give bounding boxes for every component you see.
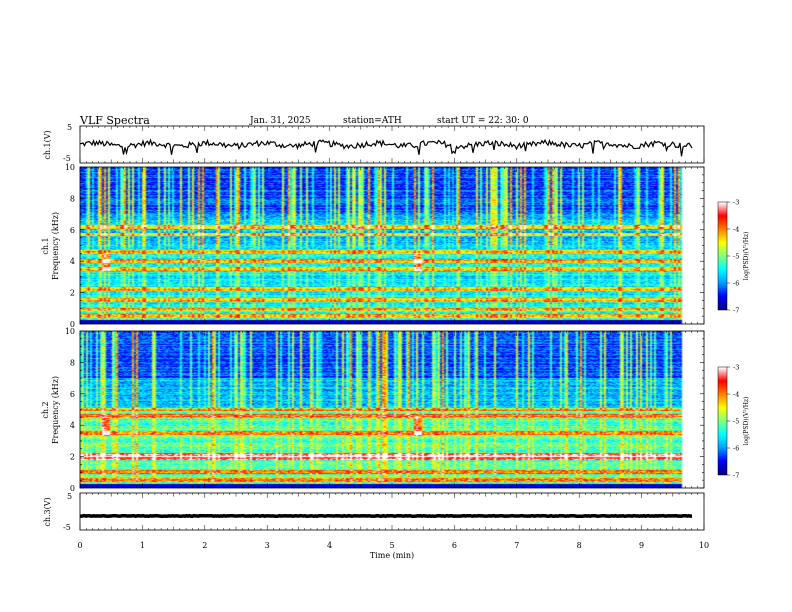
colorbar-tick-label: -7 — [733, 472, 739, 480]
ch1-ytick-bottom: -5 — [63, 154, 71, 163]
frequency-tick-label: 4 — [70, 421, 75, 430]
time-tick-label: 2 — [202, 541, 207, 550]
colorbar-tick-label: -3 — [733, 364, 739, 372]
colorbar-tick-label: -7 — [733, 307, 739, 315]
time-tick-label: 10 — [699, 541, 709, 550]
ch1-ytick-top: 5 — [67, 123, 72, 132]
ch2-colorbar-ticks: -3 -4 -5 -6 -7 — [727, 364, 739, 480]
colorbar-tick-label: -3 — [733, 199, 739, 207]
figure-title: VLF Spectra — [79, 114, 150, 127]
time-tick-label: 5 — [389, 541, 394, 550]
station-label: station=ATH — [343, 116, 402, 126]
ch3-ytick-bottom: -5 — [63, 523, 71, 532]
frequency-tick-label: 0 — [70, 320, 75, 329]
ch1-channel-label: ch.1 — [41, 237, 50, 254]
frequency-tick-label: 4 — [70, 257, 75, 266]
frequency-tick-label: 6 — [70, 226, 75, 235]
ch1-waveform-line — [79, 138, 693, 157]
colorbar-tick-label: -5 — [733, 418, 739, 426]
colorbar-tick-label: -4 — [733, 391, 739, 399]
time-tick-label: 3 — [265, 541, 270, 550]
frequency-tick-label: 0 — [70, 484, 75, 493]
frequency-tick-label: 2 — [70, 289, 75, 298]
time-tick-label: 9 — [639, 541, 644, 550]
time-tick-label: 6 — [452, 541, 457, 550]
colorbar-tick-label: -4 — [733, 226, 739, 234]
ch1-frequency-ticks: 0 2 4 6 8 10 — [65, 163, 704, 329]
ch2-frequency-axis-label: Frequency (kHz) — [51, 376, 60, 444]
colorbar-tick-label: -6 — [733, 445, 739, 453]
ch3-ytick-top: 5 — [67, 492, 72, 501]
frequency-tick-label: 2 — [70, 453, 75, 462]
frequency-tick-label: 8 — [70, 194, 75, 203]
time-tick-label: 0 — [77, 541, 82, 550]
time-tick-label: 1 — [140, 541, 145, 550]
start-time-label: start UT = 22: 30: 0 — [437, 116, 529, 126]
frequency-tick-label: 6 — [70, 390, 75, 399]
ch1-spectrogram-image — [80, 167, 692, 324]
ch2-spectrogram-image — [80, 331, 692, 488]
ch3-y-axis-label: ch.3(V) — [43, 497, 52, 526]
frequency-tick-label: 8 — [70, 358, 75, 367]
ch1-y-axis-label: ch.1(V) — [43, 130, 52, 159]
ch1-waveform-panel: 5 -5 ch.1(V) — [43, 123, 705, 164]
frequency-tick-label: 10 — [65, 327, 75, 336]
time-axis-label: Time (min) — [370, 551, 414, 560]
time-tick-label: 8 — [577, 541, 582, 550]
ch2-colorbar — [718, 367, 727, 475]
ch1-colorbar — [718, 202, 727, 310]
ch3-waveform-frame — [79, 492, 705, 531]
ch1-colorbar-ticks: -3 -4 -5 -6 -7 — [727, 199, 739, 315]
ch1-frequency-axis-label: Frequency (kHz) — [51, 212, 60, 280]
ch2-frequency-ticks: 0 2 4 6 8 10 — [65, 327, 704, 493]
time-tick-label: 4 — [327, 541, 332, 550]
ch2-channel-label: ch.2 — [41, 401, 50, 418]
time-tick-label: 7 — [514, 541, 519, 550]
frequency-tick-label: 10 — [65, 163, 75, 172]
time-axis-ticks: 0 1 2 3 4 5 6 7 8 9 10 — [77, 126, 709, 550]
colorbar-tick-label: -5 — [733, 253, 739, 261]
ch2-colorbar-label: log(PSD)(V²/Hz) — [743, 397, 750, 446]
ch3-waveform-line — [79, 513, 692, 519]
colorbar-tick-label: -6 — [733, 280, 739, 288]
ch1-colorbar-label: log(PSD)(V²/Hz) — [743, 232, 750, 281]
date-label: Jan. 31, 2025 — [249, 116, 311, 126]
